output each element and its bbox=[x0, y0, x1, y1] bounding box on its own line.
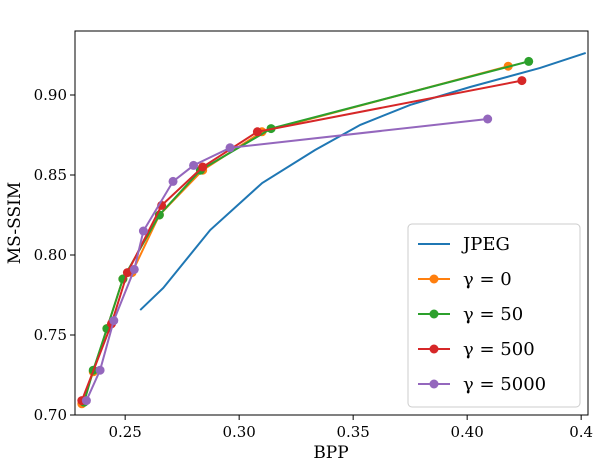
legend-marker bbox=[429, 344, 439, 354]
marker bbox=[225, 143, 235, 153]
marker bbox=[483, 114, 493, 124]
marker bbox=[252, 127, 262, 137]
legend-marker bbox=[429, 379, 439, 389]
legend-label: γ = 0 bbox=[463, 269, 512, 290]
marker bbox=[95, 365, 105, 375]
x-tick-label: 0.4 bbox=[569, 423, 593, 441]
y-tick-label: 0.70 bbox=[34, 406, 67, 424]
legend-label: γ = 500 bbox=[463, 339, 535, 360]
marker bbox=[129, 264, 139, 274]
x-tick-label: 0.35 bbox=[336, 423, 369, 441]
legend-label: γ = 5000 bbox=[463, 374, 546, 395]
marker bbox=[524, 56, 534, 66]
marker bbox=[138, 226, 148, 236]
y-tick-label: 0.75 bbox=[34, 326, 67, 344]
series-line bbox=[139, 51, 587, 311]
y-axis-label: MS-SSIM bbox=[5, 182, 25, 265]
y-tick-label: 0.90 bbox=[34, 86, 67, 104]
x-tick-label: 0.25 bbox=[108, 423, 141, 441]
legend-box bbox=[407, 223, 581, 408]
x-tick-label: 0.30 bbox=[222, 423, 255, 441]
marker bbox=[189, 160, 199, 170]
marker bbox=[517, 76, 527, 86]
y-tick-label: 0.85 bbox=[34, 166, 67, 184]
legend-marker bbox=[429, 309, 439, 319]
legend-label: JPEG bbox=[461, 234, 510, 255]
plot-area bbox=[77, 51, 587, 409]
x-axis-label: BPP bbox=[313, 443, 348, 463]
legend-label: γ = 50 bbox=[463, 304, 523, 325]
y-tick-label: 0.80 bbox=[34, 246, 67, 264]
x-tick-label: 0.40 bbox=[450, 423, 483, 441]
marker bbox=[168, 176, 178, 186]
marker bbox=[198, 162, 208, 172]
legend-marker bbox=[429, 274, 439, 284]
marker bbox=[81, 396, 91, 406]
plot-frame bbox=[74, 30, 589, 416]
marker bbox=[109, 316, 119, 326]
marker bbox=[122, 268, 132, 278]
